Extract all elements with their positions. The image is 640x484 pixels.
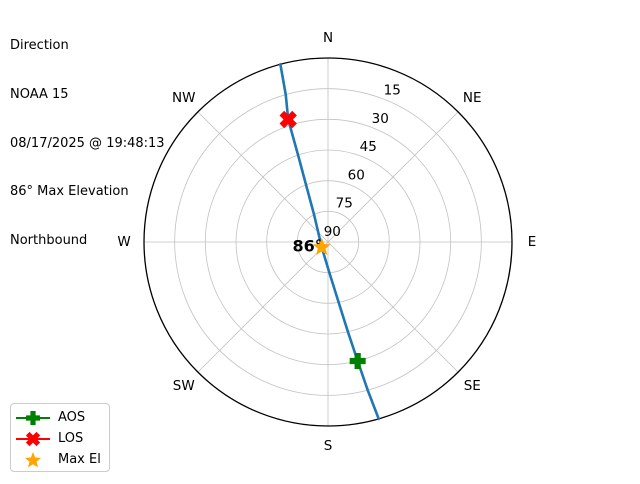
satellite-name: NOAA 15	[10, 87, 69, 103]
legend-label-aos: AOS	[58, 410, 86, 425]
elevation-tick-label-90: 90	[324, 224, 341, 240]
pass-direction-text: Northbound	[10, 232, 88, 248]
max-el-annotation: 86°	[292, 236, 322, 255]
compass-label-nw: NW	[172, 90, 195, 106]
legend-item-aos: AOS	[16, 407, 103, 428]
compass-label-sw: SW	[173, 378, 195, 394]
legend-item-maxel: Max El	[16, 449, 103, 470]
plot-title: Direction	[10, 38, 69, 54]
compass-label-w: W	[117, 234, 130, 250]
max-elevation-text: 86° Max Elevation	[10, 184, 129, 200]
plus-icon	[16, 410, 50, 425]
aos-marker	[349, 353, 366, 370]
pass-info-header: Direction NOAA 15 08/17/2025 @ 19:48:13 …	[10, 6, 165, 265]
star-icon	[24, 451, 42, 467]
compass-label-n: N	[323, 30, 333, 46]
compass-label-s: S	[324, 438, 333, 454]
elevation-tick-label-30: 30	[372, 111, 389, 127]
elevation-tick-label-60: 60	[348, 167, 365, 183]
compass-label-se: SE	[464, 378, 481, 394]
elevation-tick-label-15: 15	[384, 83, 401, 99]
legend-label-los: LOS	[58, 431, 84, 446]
los-marker	[279, 110, 297, 129]
legend: AOS LOS Max El	[10, 403, 110, 472]
elevation-tick-label-75: 75	[336, 196, 353, 212]
x-icon	[16, 431, 50, 446]
elevation-tick-label-45: 45	[360, 139, 377, 155]
legend-item-los: LOS	[16, 428, 103, 449]
elevation-ring-60	[266, 180, 390, 304]
compass-label-e: E	[528, 234, 537, 250]
compass-label-ne: NE	[463, 90, 482, 106]
legend-label-maxel: Max El	[58, 452, 101, 467]
horizon-circle	[143, 57, 513, 427]
elevation-ring-15	[174, 88, 482, 396]
elevation-ring-45	[235, 149, 421, 335]
pass-timestamp: 08/17/2025 @ 19:48:13	[10, 135, 165, 151]
elevation-ring-30	[204, 118, 452, 366]
max_el-marker	[312, 237, 331, 255]
